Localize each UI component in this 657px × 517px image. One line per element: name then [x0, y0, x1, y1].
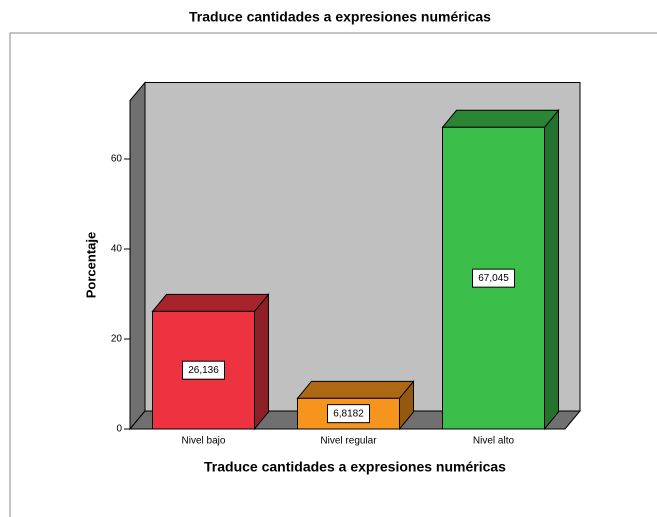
- y-axis-title: Porcentaje: [83, 232, 98, 298]
- x-tick-label: Nivel alto: [473, 436, 515, 447]
- value-label: 26,136: [188, 365, 219, 376]
- y-tick-label: 20: [111, 334, 123, 345]
- value-label-box: [472, 268, 515, 288]
- x-tick-label: Nivel bajo: [182, 436, 226, 447]
- bar-top: [441, 109, 560, 128]
- bar-side: [254, 292, 269, 431]
- value-label: 67,045: [478, 273, 509, 284]
- bar-top: [296, 380, 415, 399]
- value-label-box: [327, 404, 370, 424]
- y-tick-label: 40: [111, 244, 123, 255]
- value-label: 6,8182: [333, 408, 364, 419]
- bar-side: [544, 108, 559, 431]
- chart-title: Traduce cantidades a expresiones numéric…: [189, 9, 491, 25]
- chart-frame: [9, 32, 657, 517]
- y-tick-label: 0: [116, 424, 122, 435]
- bar-top: [151, 293, 270, 312]
- value-label-box: [182, 360, 225, 380]
- left-wall: [129, 81, 146, 431]
- y-tick-label: 60: [111, 154, 123, 165]
- x-axis-title: Traduce cantidades a expresiones numéric…: [204, 459, 506, 475]
- x-tick-label: Nivel regular: [320, 436, 377, 447]
